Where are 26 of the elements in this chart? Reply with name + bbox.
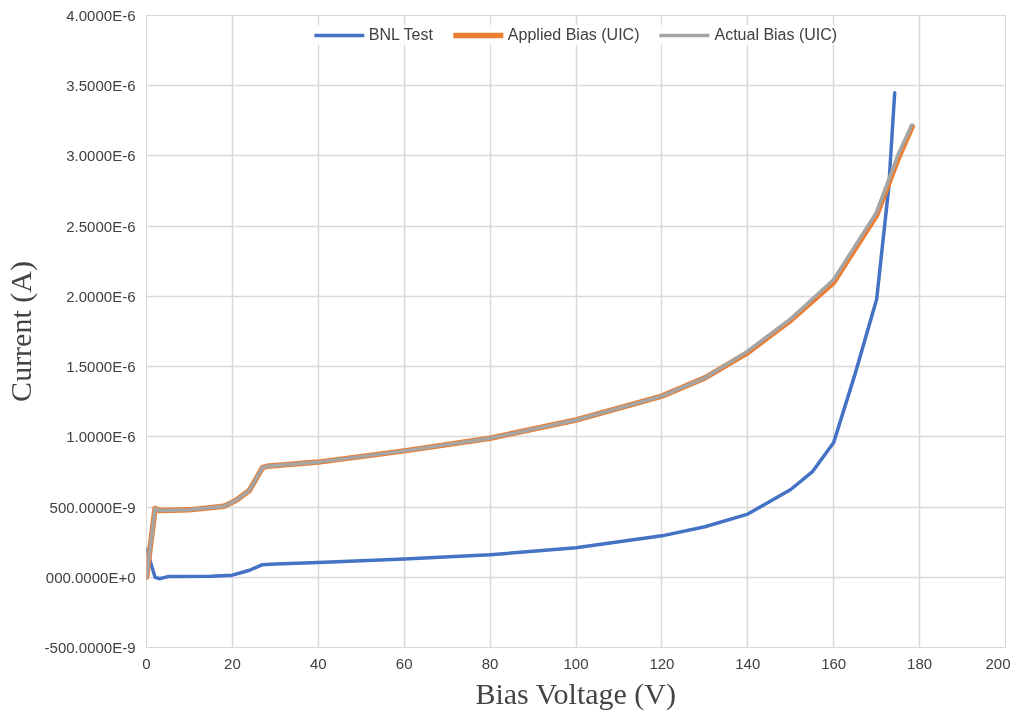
x-tick-label: 80 — [481, 654, 499, 672]
x-tick-label: 180 — [907, 654, 933, 672]
legend-label: Actual Bias (UIC) — [714, 26, 838, 44]
x-tick-label: 20 — [224, 654, 241, 672]
x-tick-label: 100 — [563, 654, 589, 672]
x-axis-title: Bias Voltage (V) — [475, 676, 677, 711]
x-tick-label: 40 — [309, 654, 327, 672]
y-tick-label: 2.0000E-6 — [66, 287, 136, 305]
x-tick-label: 160 — [821, 654, 847, 672]
y-tick-label: 3.5000E-6 — [66, 77, 136, 95]
y-axis-title: Current (A) — [3, 261, 38, 402]
y-tick-label: -500.0000E-9 — [44, 639, 136, 656]
x-tick-label: 60 — [395, 654, 413, 672]
y-tick-label: 1.0000E-6 — [66, 428, 136, 446]
y-tick-label: 2.5000E-6 — [66, 217, 136, 235]
y-tick-label: 500.0000E-9 — [49, 498, 136, 516]
y-tick-label: 3.0000E-6 — [66, 147, 136, 165]
y-tick-label: 4.0000E-6 — [66, 7, 136, 24]
legend-label: BNL Test — [368, 26, 433, 44]
x-tick-label: 120 — [649, 654, 675, 672]
x-tick-label: 0 — [142, 654, 151, 672]
y-tick-label: 1.5000E-6 — [66, 358, 136, 376]
x-tick-label: 140 — [735, 654, 761, 672]
x-tick-label: 200 — [985, 654, 1011, 672]
y-tick-label: 000.0000E+0 — [45, 568, 136, 586]
legend-label: Applied Bias (UIC) — [507, 26, 640, 44]
